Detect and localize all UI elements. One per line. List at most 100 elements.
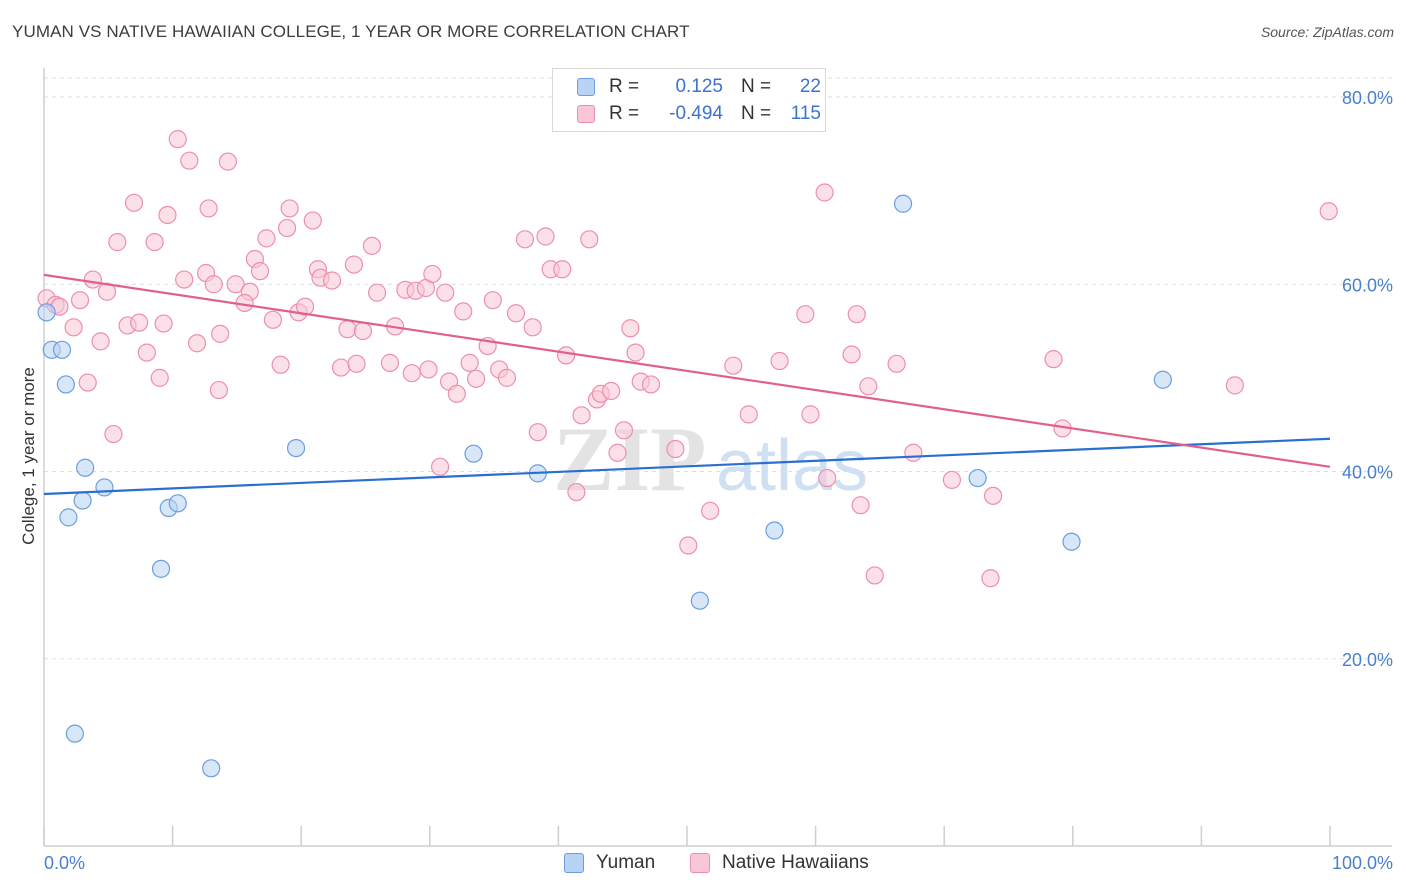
native-hawaiians-point (454, 302, 473, 321)
native-hawaiians-point (567, 482, 586, 502)
bottom-legend-native-hawaiians: Native Hawaiians (690, 852, 869, 874)
native-hawaiians-r-label: R = (609, 103, 640, 124)
native-hawaiians-point (1225, 376, 1244, 395)
native-hawaiians-point (91, 332, 110, 351)
native-hawaiians-point (506, 304, 526, 323)
native-hawaiians-point (739, 405, 758, 424)
native-hawaiians-point (602, 381, 621, 401)
native-hawaiians-point (553, 260, 572, 279)
y-tick-label-60: 60.0% (1342, 275, 1393, 295)
zipatlas-watermark: ZIP atlas (553, 408, 868, 510)
bottom-native-hawaiians-swatch (690, 853, 710, 873)
native-hawaiians-point (483, 291, 502, 310)
native-hawaiians-point (621, 319, 640, 338)
native-hawaiians-point (150, 368, 169, 387)
yuman-n-value: 22 (799, 76, 821, 97)
native-hawaiians-point (608, 443, 627, 462)
native-hawaiians-point (199, 199, 218, 218)
native-hawaiians-point (104, 424, 123, 444)
native-hawaiians-point (338, 320, 357, 339)
yuman-point (690, 591, 709, 610)
yuman-point (968, 468, 987, 488)
yuman-point (76, 458, 95, 477)
bottom-yuman-swatch (564, 853, 584, 873)
native-hawaiians-point (145, 233, 164, 252)
yuman-point (95, 478, 114, 497)
native-hawaiians-point (557, 346, 576, 365)
watermark-atlas: atlas (716, 426, 868, 506)
native-hawaiians-trend-line (43, 273, 1331, 468)
native-hawaiians-point (344, 255, 364, 274)
native-hawaiians-point (447, 384, 466, 403)
y-tick-label-80: 80.0% (1342, 88, 1393, 108)
legend-row-yuman: R = 0.125 N = 22 (577, 75, 821, 99)
native-hawaiians-point (154, 314, 173, 333)
native-hawaiians-point (280, 199, 299, 218)
native-hawaiians-point (942, 470, 962, 490)
native-hawaiians-point (130, 313, 149, 332)
native-hawaiians-point (108, 233, 127, 252)
native-hawaiians-n-label: N = (741, 103, 772, 124)
native-hawaiians-point (331, 358, 351, 377)
native-hawaiians-point (1044, 350, 1063, 369)
yuman-swatch (577, 78, 595, 96)
bottom-yuman-label: Yuman (596, 852, 656, 873)
yuman-trend-line (43, 437, 1331, 496)
native-hawaiians-point (419, 360, 438, 379)
chart-title: YUMAN VS NATIVE HAWAIIAN COLLEGE, 1 YEAR… (12, 22, 690, 41)
native-hawaiians-point (204, 275, 223, 294)
native-hawaiians-point (842, 345, 861, 364)
y-tick-label-20: 20.0% (1342, 650, 1393, 670)
yuman-point (286, 438, 306, 458)
yuman-point (1153, 370, 1172, 389)
native-hawaiians-point (78, 373, 97, 392)
native-hawaiians-point (187, 334, 207, 353)
native-hawaiians-point (257, 229, 276, 248)
yuman-point (37, 303, 56, 322)
native-hawaiians-point (572, 406, 591, 425)
yuman-point (151, 559, 171, 578)
native-hawaiians-point (701, 501, 720, 520)
yuman-point (765, 521, 784, 540)
native-hawaiians-point (626, 343, 645, 362)
bottom-legend-yuman: Yuman (564, 852, 655, 874)
yuman-r-label: R = (609, 76, 640, 97)
native-hawaiians-point (124, 193, 144, 212)
native-hawaiians-point (380, 353, 400, 372)
x-ticks (43, 826, 1331, 846)
bottom-native-hawaiians-label: Native Hawaiians (722, 852, 869, 873)
native-hawaiians-point (847, 305, 866, 324)
native-hawaiians-point (536, 227, 555, 246)
yuman-point (464, 444, 483, 463)
native-hawaiians-point (263, 310, 283, 329)
native-hawaiians-point (580, 230, 599, 249)
native-hawaiians-point (460, 353, 479, 372)
native-hawaiians-point (724, 356, 743, 375)
legend-row-native-hawaiians: R = -0.494 N = 115 (577, 102, 821, 126)
native-hawaiians-point (218, 152, 237, 171)
yuman-point (202, 759, 221, 778)
native-hawaiians-point (679, 536, 698, 555)
yuman-point (56, 375, 75, 394)
x-tick-label-0: 0.0% (44, 853, 85, 873)
native-hawaiians-point (367, 283, 387, 302)
native-hawaiians-point (859, 377, 878, 396)
native-hawaiians-point (137, 343, 156, 362)
native-hawaiians-point (295, 297, 315, 316)
trend-lines (43, 273, 1331, 496)
native-hawaiians-point (211, 324, 230, 343)
native-hawaiians-point (801, 405, 820, 424)
yuman-point (59, 508, 78, 527)
native-hawaiians-point (981, 569, 1000, 588)
native-hawaiians-point (423, 264, 442, 284)
yuman-points (37, 194, 1172, 778)
x-tick-label-100: 100.0% (1332, 853, 1393, 873)
native-hawaiians-point (515, 230, 535, 249)
native-hawaiians-point (523, 318, 542, 337)
native-hawaiians-swatch (577, 105, 595, 123)
y-tick-label-40: 40.0% (1342, 463, 1393, 483)
native-hawaiians-point (64, 318, 83, 337)
yuman-point (1062, 532, 1081, 551)
native-hawaiians-point (796, 305, 815, 324)
yuman-point (893, 194, 913, 213)
